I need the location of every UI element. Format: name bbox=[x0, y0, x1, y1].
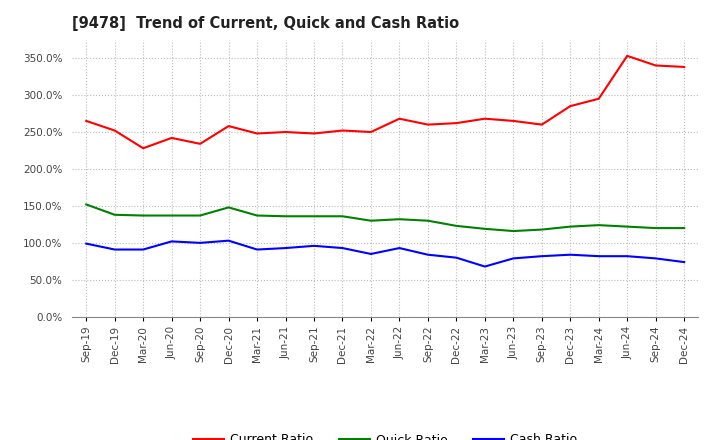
Quick Ratio bbox=[282, 214, 290, 219]
Quick Ratio bbox=[310, 214, 318, 219]
Quick Ratio bbox=[139, 213, 148, 218]
Line: Cash Ratio: Cash Ratio bbox=[86, 241, 684, 267]
Current Ratio bbox=[110, 128, 119, 133]
Legend: Current Ratio, Quick Ratio, Cash Ratio: Current Ratio, Quick Ratio, Cash Ratio bbox=[188, 429, 582, 440]
Quick Ratio bbox=[167, 213, 176, 218]
Cash Ratio bbox=[310, 243, 318, 249]
Cash Ratio bbox=[680, 260, 688, 265]
Quick Ratio bbox=[566, 224, 575, 229]
Cash Ratio bbox=[139, 247, 148, 252]
Cash Ratio bbox=[623, 253, 631, 259]
Cash Ratio bbox=[509, 256, 518, 261]
Quick Ratio bbox=[196, 213, 204, 218]
Quick Ratio bbox=[452, 223, 461, 228]
Current Ratio bbox=[566, 103, 575, 109]
Quick Ratio bbox=[395, 216, 404, 222]
Current Ratio bbox=[423, 122, 432, 127]
Current Ratio bbox=[282, 129, 290, 135]
Cash Ratio bbox=[82, 241, 91, 246]
Current Ratio bbox=[338, 128, 347, 133]
Current Ratio bbox=[509, 118, 518, 124]
Current Ratio bbox=[196, 141, 204, 147]
Line: Quick Ratio: Quick Ratio bbox=[86, 205, 684, 231]
Cash Ratio bbox=[566, 252, 575, 257]
Cash Ratio bbox=[282, 246, 290, 251]
Current Ratio bbox=[82, 118, 91, 124]
Quick Ratio bbox=[652, 225, 660, 231]
Cash Ratio bbox=[595, 253, 603, 259]
Current Ratio bbox=[595, 96, 603, 101]
Cash Ratio bbox=[225, 238, 233, 243]
Cash Ratio bbox=[110, 247, 119, 252]
Current Ratio bbox=[310, 131, 318, 136]
Quick Ratio bbox=[623, 224, 631, 229]
Quick Ratio bbox=[253, 213, 261, 218]
Current Ratio bbox=[225, 124, 233, 129]
Current Ratio bbox=[366, 129, 375, 135]
Current Ratio bbox=[253, 131, 261, 136]
Current Ratio bbox=[395, 116, 404, 121]
Quick Ratio bbox=[680, 225, 688, 231]
Quick Ratio bbox=[338, 214, 347, 219]
Cash Ratio bbox=[196, 240, 204, 246]
Quick Ratio bbox=[225, 205, 233, 210]
Cash Ratio bbox=[452, 255, 461, 260]
Quick Ratio bbox=[595, 223, 603, 228]
Quick Ratio bbox=[366, 218, 375, 224]
Cash Ratio bbox=[480, 264, 489, 269]
Cash Ratio bbox=[167, 239, 176, 244]
Current Ratio bbox=[680, 64, 688, 70]
Cash Ratio bbox=[395, 246, 404, 251]
Current Ratio bbox=[623, 53, 631, 59]
Current Ratio bbox=[452, 121, 461, 126]
Quick Ratio bbox=[82, 202, 91, 207]
Quick Ratio bbox=[537, 227, 546, 232]
Cash Ratio bbox=[338, 246, 347, 251]
Cash Ratio bbox=[253, 247, 261, 252]
Line: Current Ratio: Current Ratio bbox=[86, 56, 684, 148]
Current Ratio bbox=[652, 63, 660, 68]
Current Ratio bbox=[480, 116, 489, 121]
Text: [9478]  Trend of Current, Quick and Cash Ratio: [9478] Trend of Current, Quick and Cash … bbox=[72, 16, 459, 32]
Current Ratio bbox=[537, 122, 546, 127]
Quick Ratio bbox=[480, 226, 489, 231]
Quick Ratio bbox=[110, 212, 119, 217]
Cash Ratio bbox=[366, 251, 375, 257]
Cash Ratio bbox=[652, 256, 660, 261]
Cash Ratio bbox=[537, 253, 546, 259]
Quick Ratio bbox=[509, 228, 518, 234]
Quick Ratio bbox=[423, 218, 432, 224]
Current Ratio bbox=[139, 146, 148, 151]
Current Ratio bbox=[167, 135, 176, 140]
Cash Ratio bbox=[423, 252, 432, 257]
